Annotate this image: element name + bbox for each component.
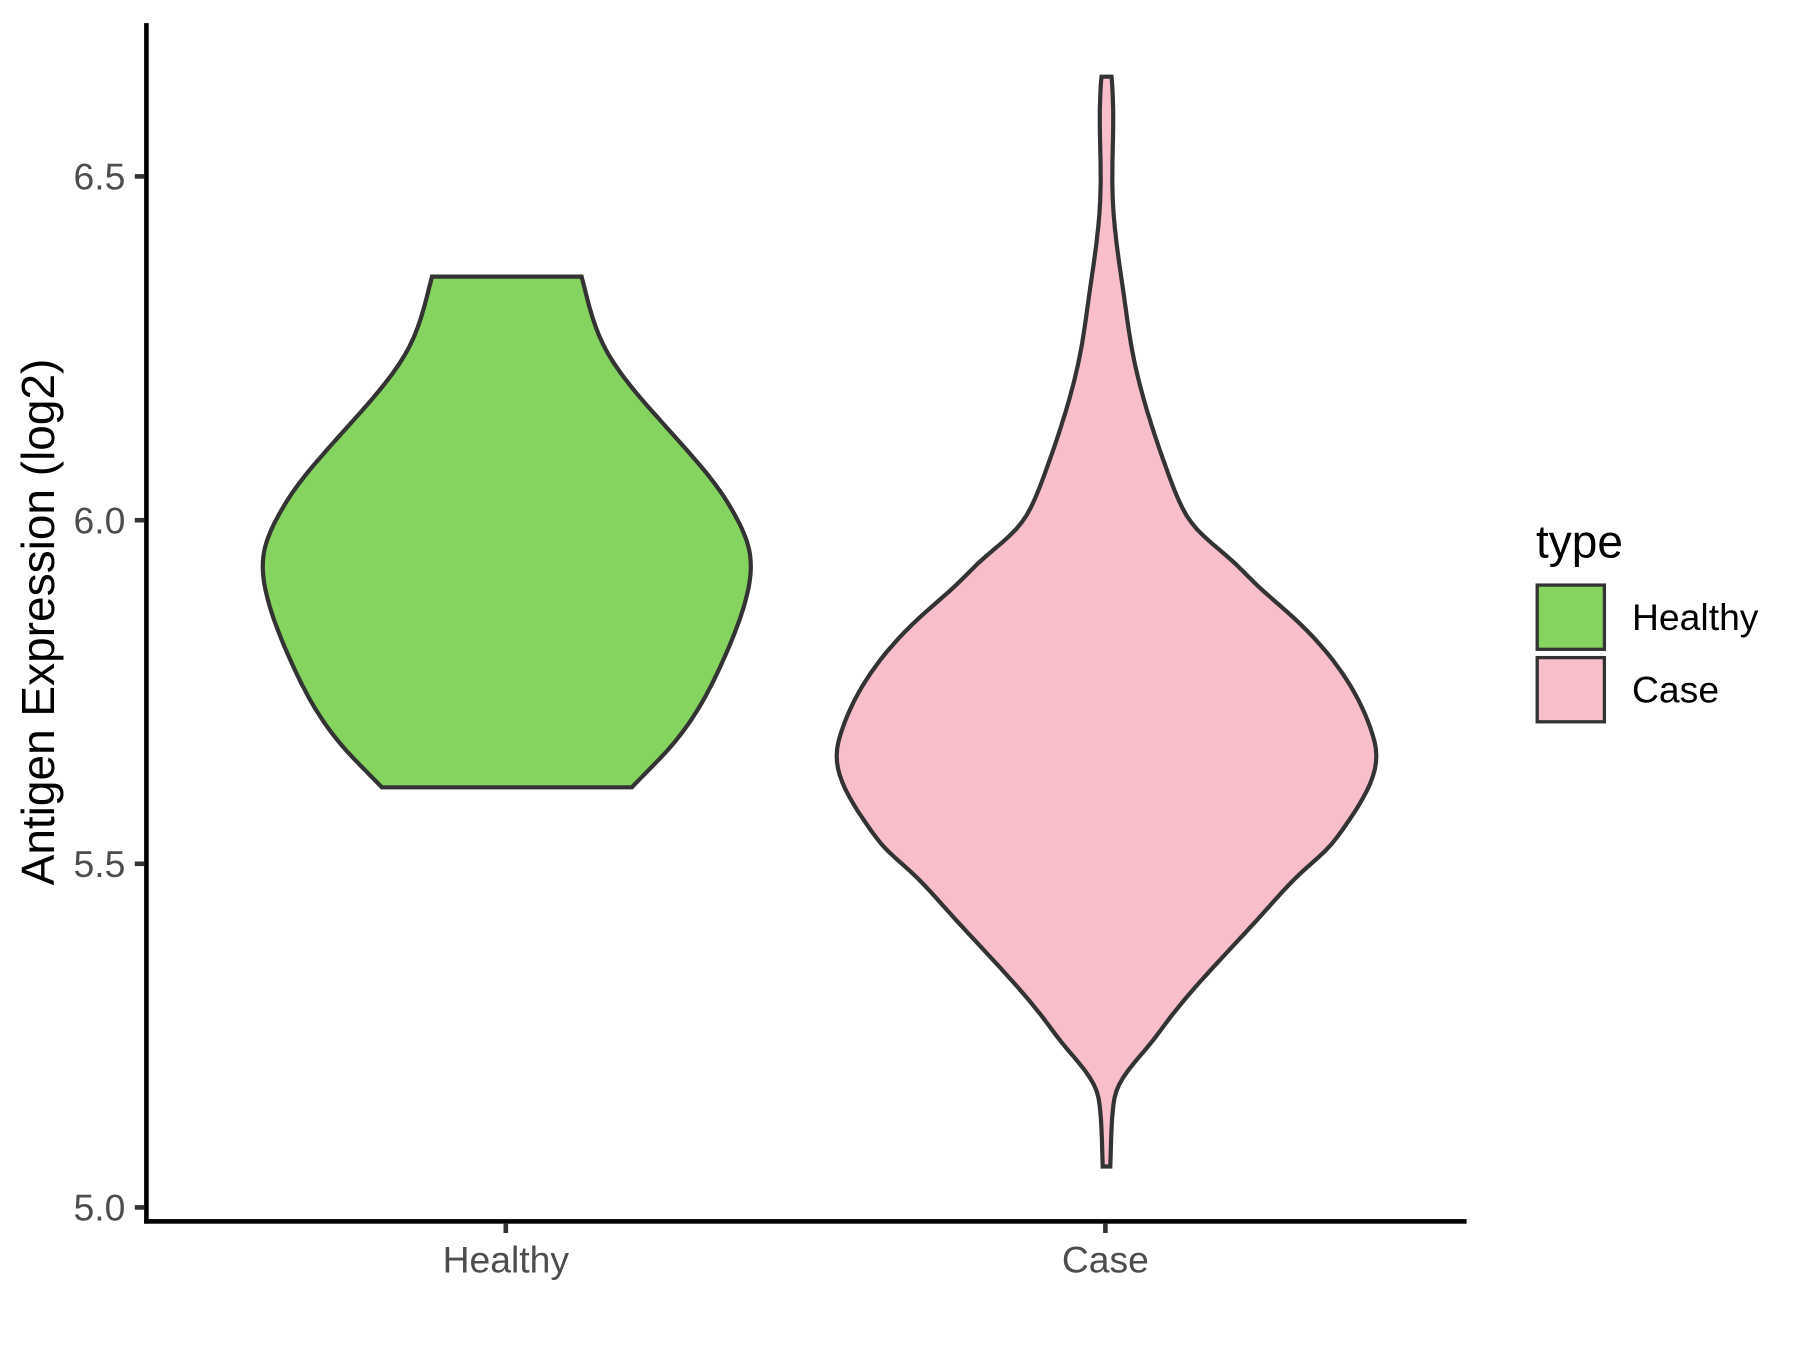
svg-text:5.5: 5.5 xyxy=(74,843,126,885)
svg-text:type: type xyxy=(1536,516,1623,568)
svg-text:6.5: 6.5 xyxy=(74,156,126,198)
svg-text:Case: Case xyxy=(1632,669,1719,711)
svg-text:Healthy: Healthy xyxy=(443,1238,570,1280)
svg-text:Antigen Expression (log2): Antigen Expression (log2) xyxy=(12,359,64,886)
svg-text:Healthy: Healthy xyxy=(1632,596,1759,638)
svg-text:6.0: 6.0 xyxy=(74,499,126,541)
svg-text:Case: Case xyxy=(1062,1238,1149,1280)
svg-text:5.0: 5.0 xyxy=(74,1187,126,1229)
